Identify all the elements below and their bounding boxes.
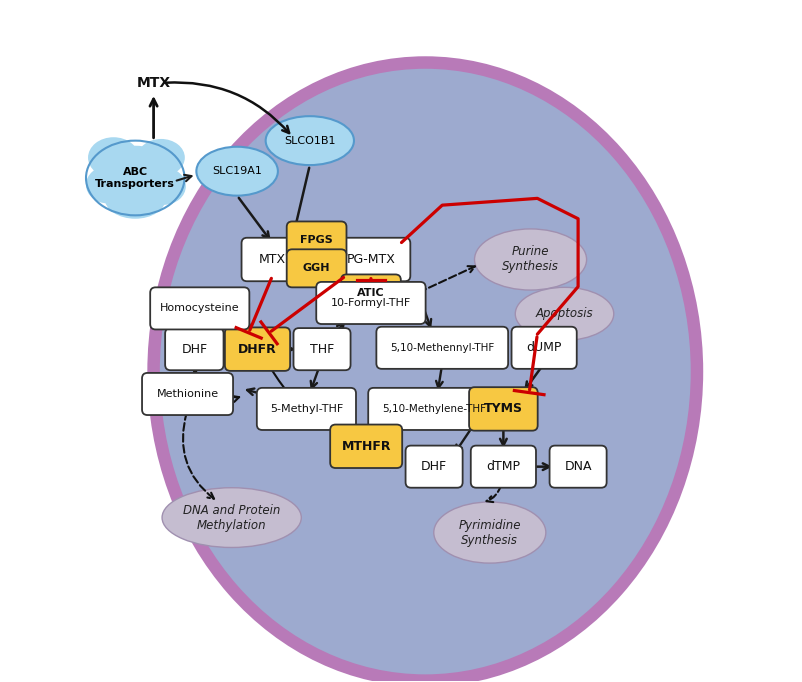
FancyBboxPatch shape — [331, 238, 410, 281]
Ellipse shape — [196, 147, 277, 196]
Ellipse shape — [104, 178, 165, 219]
Ellipse shape — [86, 166, 130, 203]
Text: dUMP: dUMP — [526, 341, 561, 354]
Ellipse shape — [141, 168, 185, 205]
Text: Apoptosis: Apoptosis — [535, 308, 593, 321]
Text: DHF: DHF — [420, 460, 447, 473]
FancyBboxPatch shape — [405, 445, 462, 488]
Text: 10-Formyl-THF: 10-Formyl-THF — [330, 298, 411, 308]
FancyBboxPatch shape — [468, 387, 537, 430]
FancyBboxPatch shape — [165, 328, 223, 370]
Text: MTX: MTX — [258, 253, 286, 266]
Text: 5-Methyl-THF: 5-Methyl-THF — [269, 404, 342, 414]
FancyBboxPatch shape — [150, 287, 249, 329]
Text: FPGS: FPGS — [300, 235, 333, 246]
Text: PG-MTX: PG-MTX — [346, 253, 395, 266]
Text: Methionine: Methionine — [156, 389, 218, 399]
Text: GGH: GGH — [302, 263, 330, 273]
FancyBboxPatch shape — [368, 388, 500, 430]
FancyBboxPatch shape — [330, 424, 402, 468]
Text: ABC
Transporters: ABC Transporters — [95, 167, 175, 189]
Text: DNA and Protein
Methylation: DNA and Protein Methylation — [183, 503, 280, 531]
Ellipse shape — [265, 116, 354, 165]
Text: TYMS: TYMS — [484, 402, 522, 415]
Text: 5,10-Methennyl-THF: 5,10-Methennyl-THF — [390, 343, 494, 353]
Text: 5,10-Methylene-THF: 5,10-Methylene-THF — [382, 404, 485, 414]
Text: Homocysteine: Homocysteine — [160, 303, 239, 314]
Ellipse shape — [88, 137, 139, 178]
Ellipse shape — [515, 287, 613, 340]
FancyBboxPatch shape — [241, 238, 303, 281]
FancyBboxPatch shape — [316, 282, 425, 324]
Text: DHF: DHF — [181, 342, 207, 355]
FancyBboxPatch shape — [549, 445, 606, 488]
Text: Pyrimidine
Synthesis: Pyrimidine Synthesis — [458, 518, 520, 546]
Text: MTHFR: MTHFR — [341, 440, 391, 453]
Text: Purine
Synthesis: Purine Synthesis — [501, 246, 558, 273]
Ellipse shape — [162, 488, 301, 548]
Text: MTX: MTX — [136, 76, 171, 90]
FancyBboxPatch shape — [225, 327, 290, 371]
FancyBboxPatch shape — [142, 373, 233, 415]
Ellipse shape — [153, 63, 696, 681]
Text: DHFR: DHFR — [238, 342, 277, 355]
FancyBboxPatch shape — [286, 250, 346, 287]
FancyBboxPatch shape — [257, 388, 355, 430]
FancyBboxPatch shape — [294, 328, 350, 370]
Ellipse shape — [95, 146, 176, 210]
FancyBboxPatch shape — [376, 327, 508, 369]
Ellipse shape — [433, 502, 545, 563]
FancyBboxPatch shape — [286, 222, 346, 259]
Text: dTMP: dTMP — [486, 460, 520, 473]
Text: DNA: DNA — [564, 460, 591, 473]
FancyBboxPatch shape — [470, 445, 535, 488]
Text: SLCO1B1: SLCO1B1 — [284, 136, 335, 146]
FancyBboxPatch shape — [511, 327, 576, 369]
Text: ATIC: ATIC — [357, 288, 384, 299]
Text: SLC19A1: SLC19A1 — [212, 166, 261, 176]
Text: THF: THF — [310, 342, 334, 355]
FancyBboxPatch shape — [341, 274, 400, 312]
Ellipse shape — [137, 139, 184, 176]
Ellipse shape — [474, 229, 585, 290]
